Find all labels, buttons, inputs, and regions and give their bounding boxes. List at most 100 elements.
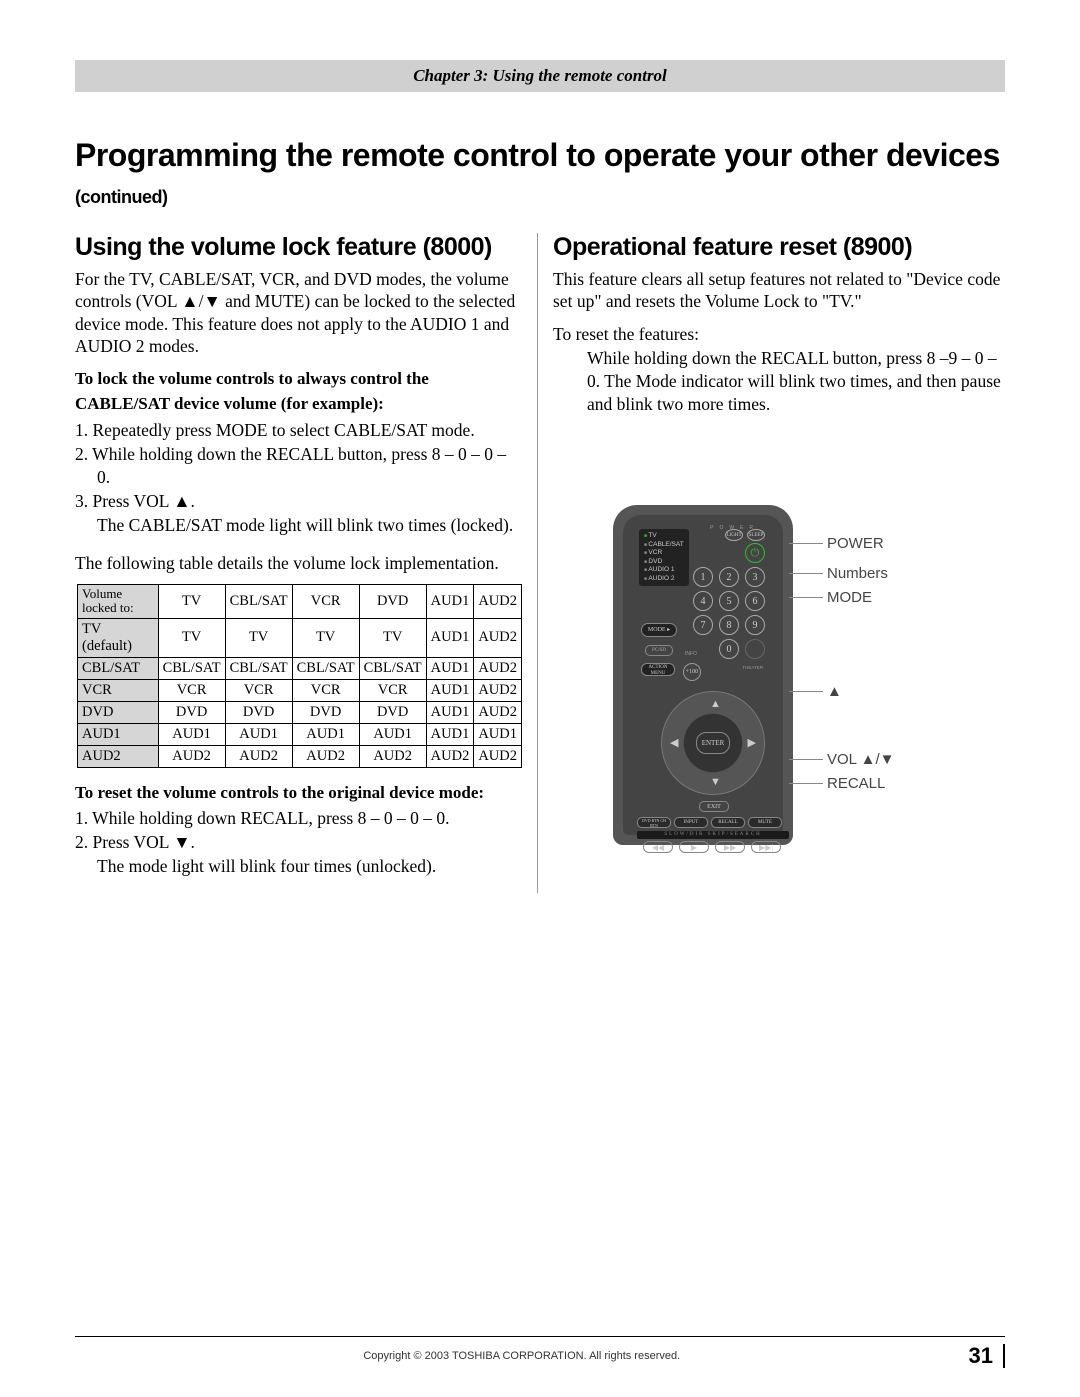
callout-line [789,759,823,760]
td: TV (default) [78,618,159,657]
page-number: 31 [969,1343,997,1369]
td: TV [158,618,225,657]
num-8-button: 8 [719,615,739,635]
mode-audio2: AUDIO 2 [644,575,684,583]
remote-strip-label: SLOW/DIR SKIP/SEARCH [637,831,789,839]
mode-dvd: DVD [644,558,684,566]
td: AUD1 [225,723,292,745]
reset-step-1: 1. While holding down RECALL, press 8 – … [97,807,522,830]
page-footer: Copyright © 2003 TOSHIBA CORPORATION. Al… [75,1336,1005,1369]
callout-up: ▲ [827,683,842,700]
down-arrow-icon: ▼ [710,776,721,788]
mode-audio1: AUDIO 1 [644,566,684,574]
lock-heading-line1: To lock the volume controls to always co… [75,368,522,390]
remote-body: POWER TV CABLE/SAT VCR DVD AUDIO 1 AUDIO… [613,505,793,845]
dvdrtn-button: DVD RTN CH RTN [637,817,671,828]
th-aud1: AUD1 [426,584,474,618]
mode-cablesat: CABLE/SAT [644,541,684,549]
num-0-button: 0 [719,639,739,659]
op-reset-p1: This feature clears all setup features n… [553,268,1005,313]
td: DVD [225,701,292,723]
input-button: INPUT [674,817,708,828]
th-line1: Volume [82,586,122,601]
rew-button: ◀◀ [643,841,673,853]
reset-steps: 1. While holding down RECALL, press 8 – … [75,807,522,878]
td: VCR [158,679,225,701]
td: DVD [78,701,159,723]
light-button: LIGHT [725,529,743,541]
td: AUD1 [426,679,474,701]
theater-label: THEATER [742,665,763,670]
td: AUD1 [426,657,474,679]
table-head-locked-to: Volumelocked to: [78,584,159,618]
main-title: Programming the remote control to operat… [75,137,1005,211]
remote-top-buttons: LIGHT SLEEP [725,529,765,541]
td: CBL/SAT [225,657,292,679]
op-reset-indent: While holding down the RECALL button, pr… [553,347,1005,415]
callout-mode: MODE [827,589,872,606]
left-arrow-icon: ◀ [670,736,678,749]
td: AUD2 [474,679,522,701]
td: AUD1 [292,723,359,745]
table-row: AUD2AUD2AUD2AUD2AUD2AUD2AUD2 [78,745,522,767]
num-6-button: 6 [745,591,765,611]
td: AUD1 [426,701,474,723]
td: AUD2 [474,657,522,679]
callout-line [789,597,823,598]
num-7-button: 7 [693,615,713,635]
callout-line [789,783,823,784]
main-title-text: Programming the remote control to operat… [75,137,1000,173]
remote-numpad: 1 2 3 4 5 6 7 8 9 0 [693,567,765,659]
volume-lock-table: Volumelocked to: TV CBL/SAT VCR DVD AUD1… [77,584,522,768]
td: TV [292,618,359,657]
num-2-button: 2 [719,567,739,587]
remote-diagram: POWER TV CABLE/SAT VCR DVD AUDIO 1 AUDIO… [613,505,1005,845]
mode-vcr: VCR [644,549,684,557]
section-title-op-reset: Operational feature reset (8900) [553,233,1005,262]
pcsd-button: PC/SD [645,645,673,656]
num-4-button: 4 [693,591,713,611]
td: CBL/SAT [158,657,225,679]
td: VCR [359,679,426,701]
dpad-ring: ENTER ▲ ▼ ◀ ▶ [661,691,765,795]
td: AUD2 [359,745,426,767]
play-button: ▶ [679,841,709,853]
chapter-bar: Chapter 3: Using the remote control [75,60,1005,92]
num-1-button: 1 [693,567,713,587]
lock-step-1: 1. Repeatedly press MODE to select CABLE… [97,419,522,442]
table-header-row: Volumelocked to: TV CBL/SAT VCR DVD AUD1… [78,584,522,618]
td: AUD2 [158,745,225,767]
reset-heading: To reset the volume controls to the orig… [75,782,522,804]
main-title-continued: (continued) [75,187,167,207]
mode-tv: TV [644,532,684,540]
sleep-button: SLEEP [747,529,765,541]
skip-button: ▶▶| [751,841,781,853]
reset-step-2: 2. Press VOL ▼. [97,831,522,854]
exit-button: EXIT [699,801,729,812]
lock-steps: 1. Repeatedly press MODE to select CABLE… [75,419,522,537]
td: VCR [78,679,159,701]
td: AUD2 [474,745,522,767]
lock-step-2: 2. While holding down the RECALL button,… [97,443,522,489]
td: AUD1 [158,723,225,745]
right-column: Operational feature reset (8900) This fe… [537,233,1005,893]
table-row: VCRVCRVCRVCRVCRAUD1AUD2 [78,679,522,701]
callout-line [789,543,823,544]
action-menu-button: ACTION MENU [641,663,675,676]
callout-line [789,691,823,692]
th-dvd: DVD [359,584,426,618]
td: VCR [292,679,359,701]
table-row: CBL/SATCBL/SATCBL/SATCBL/SATCBL/SATAUD1A… [78,657,522,679]
td: AUD2 [474,618,522,657]
reset-step-2b: The mode light will blink four times (un… [97,855,522,878]
td: CBL/SAT [359,657,426,679]
table-row: AUD1AUD1AUD1AUD1AUD1AUD1AUD1 [78,723,522,745]
td: DVD [292,701,359,723]
td: AUD2 [225,745,292,767]
callout-numbers: Numbers [827,565,888,582]
info-label: INFO [685,651,697,657]
td: AUD1 [78,723,159,745]
td: AUD2 [78,745,159,767]
th-aud2: AUD2 [474,584,522,618]
remote-bottom-row: DVD RTN CH RTN INPUT RECALL MUTE [637,817,782,828]
